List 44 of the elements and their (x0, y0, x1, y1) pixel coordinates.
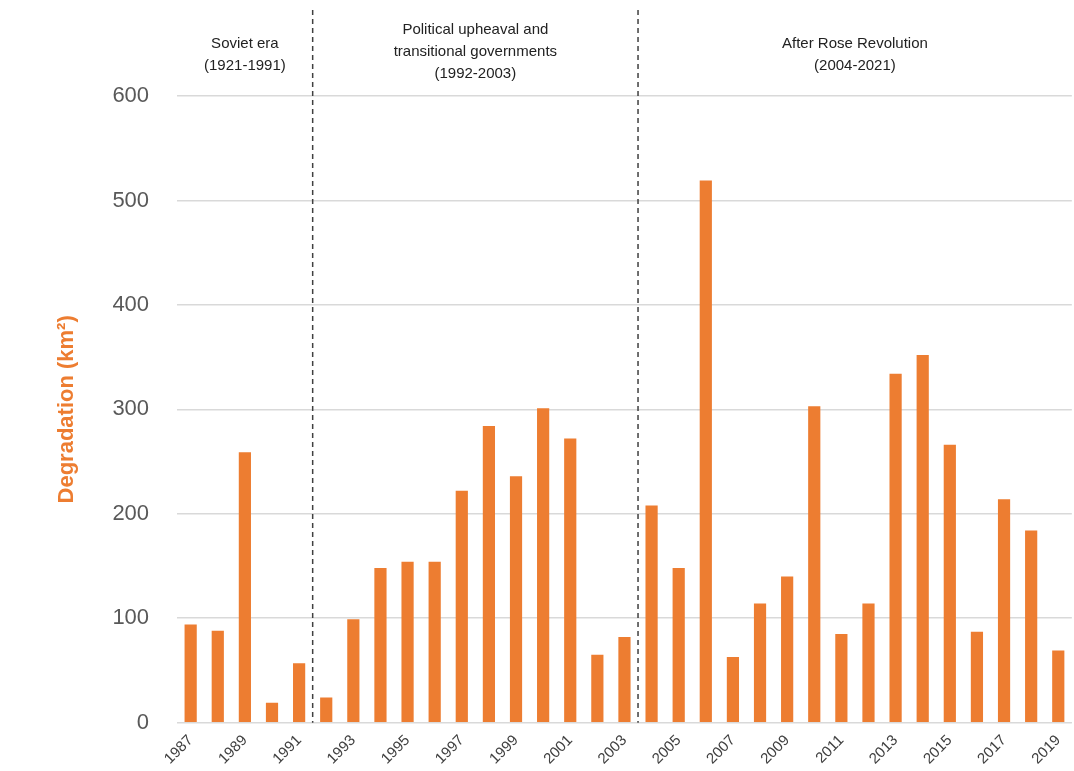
bar (781, 576, 794, 722)
bar (374, 568, 387, 722)
bar (238, 452, 251, 722)
y-tick-label: 600 (112, 82, 150, 108)
bar (564, 438, 577, 722)
y-axis-title: Degradation (km²) (53, 315, 79, 504)
y-tick-label: 300 (112, 395, 150, 421)
bar (889, 373, 902, 722)
bar (509, 476, 523, 722)
bar (320, 697, 333, 722)
y-tick-label: 100 (112, 604, 150, 630)
bar (672, 568, 685, 722)
y-tick-label: 400 (112, 290, 150, 316)
bar (862, 603, 875, 722)
bar (347, 619, 360, 722)
bar (970, 631, 984, 722)
bar (699, 180, 712, 722)
bar (455, 490, 468, 722)
y-tick-label: 500 (112, 186, 150, 212)
bar (184, 624, 197, 722)
bar (537, 408, 550, 722)
bar (428, 561, 441, 722)
text: After Rose Revolution (2004-2021) (781, 34, 928, 74)
bar (753, 603, 767, 722)
bar (293, 663, 306, 722)
bar (265, 702, 279, 722)
bar (618, 637, 631, 722)
bar (943, 444, 956, 722)
bar (997, 499, 1011, 722)
bar (645, 505, 658, 722)
y-tick-label: 0 (136, 708, 150, 734)
bar (482, 426, 495, 722)
bar (591, 654, 604, 722)
text: Political upheaval and transitional governments (1992-2003) (393, 20, 558, 82)
bar (726, 656, 740, 722)
bar (808, 406, 821, 722)
bar (916, 355, 929, 722)
bar (1052, 650, 1065, 722)
bar (835, 633, 848, 722)
y-tick-label: 200 (112, 499, 150, 525)
bar (1025, 530, 1038, 722)
bar (211, 630, 224, 722)
bar (401, 561, 414, 722)
text: Soviet era (1921-1991) (204, 34, 286, 74)
